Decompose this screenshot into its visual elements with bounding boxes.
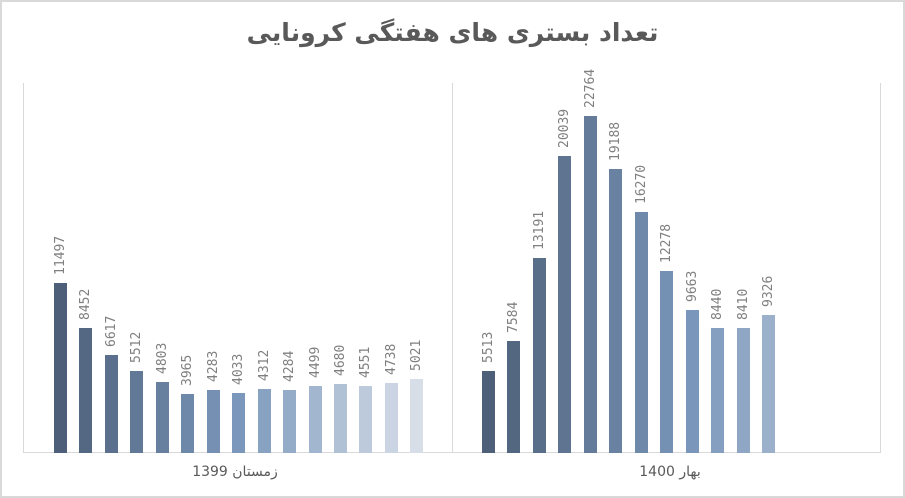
data-label: 8410	[735, 289, 751, 321]
bar	[634, 212, 648, 453]
group-divider	[452, 83, 453, 453]
data-label: 4283	[205, 350, 221, 382]
data-label: 11497	[53, 235, 68, 275]
data-label: 6617	[103, 315, 119, 348]
bar	[155, 381, 169, 453]
data-label: 5513	[481, 332, 496, 364]
data-label: 12278	[659, 224, 675, 264]
data-label: 8452	[78, 288, 94, 320]
bar	[308, 386, 322, 453]
bar	[609, 168, 623, 453]
data-label: 4284	[282, 350, 298, 382]
data-label: 20039	[557, 109, 573, 149]
bar	[104, 355, 118, 453]
data-label: 3965	[180, 354, 196, 387]
bar	[482, 371, 495, 453]
bar	[558, 156, 572, 453]
bar	[507, 340, 521, 453]
data-label: 4312	[256, 349, 272, 382]
data-label: 19188	[608, 121, 624, 161]
bar	[130, 371, 144, 453]
data-label: 16270	[633, 164, 649, 205]
data-label: 22764	[582, 68, 598, 108]
bar	[711, 328, 725, 453]
bar	[333, 383, 347, 453]
chart-title: تعداد بستری های هفتگی کرونایی	[246, 18, 659, 47]
bar	[232, 393, 246, 453]
data-label: 4738	[383, 343, 399, 375]
bar	[79, 327, 93, 453]
data-label: 9663	[684, 270, 700, 302]
data-label: 5021	[409, 339, 425, 371]
data-label: 13191	[531, 210, 547, 250]
bar	[685, 309, 699, 453]
data-label: 8440	[710, 288, 726, 321]
bar	[359, 385, 373, 453]
bar	[181, 394, 195, 453]
category-label-winter: زمستان 1399	[192, 464, 278, 480]
data-label: 9326	[760, 275, 776, 307]
bar	[736, 328, 750, 453]
bar	[660, 271, 674, 453]
category-label-spring: بهار 1400	[639, 464, 701, 480]
data-label: 7584	[506, 301, 522, 333]
bar	[283, 389, 297, 453]
data-label: 4551	[358, 346, 374, 378]
bar	[384, 382, 398, 453]
data-label: 4803	[154, 342, 170, 374]
bar	[206, 389, 220, 453]
bar	[54, 282, 67, 453]
data-label: 4499	[307, 347, 323, 379]
data-label: 4033	[231, 353, 247, 386]
bar	[761, 314, 775, 453]
bar	[583, 116, 597, 453]
data-label: 4680	[332, 344, 348, 376]
bar	[257, 389, 271, 453]
bar	[410, 378, 424, 453]
data-label: 5512	[129, 332, 145, 364]
bar	[532, 257, 546, 453]
